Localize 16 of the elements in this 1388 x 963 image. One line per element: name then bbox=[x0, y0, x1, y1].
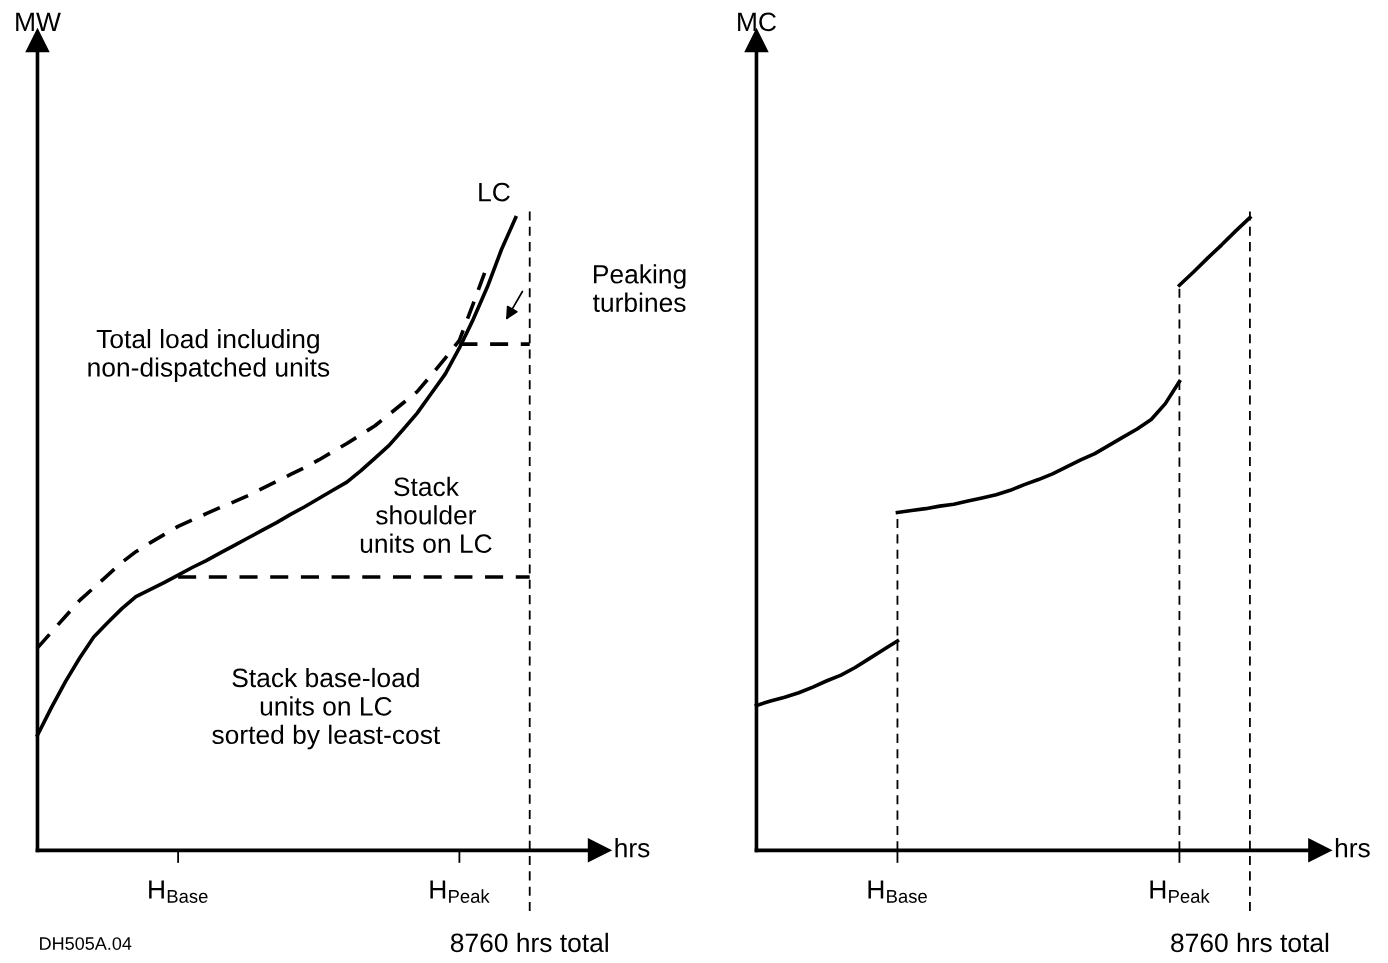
text: Peaking turbines bbox=[592, 264, 686, 312]
x-axis-title: hrs bbox=[615, 838, 650, 858]
text: 8760 hrs total bbox=[1171, 932, 1329, 953]
text: DH505A.04 bbox=[40, 937, 132, 950]
y-axis-title: MC bbox=[738, 12, 776, 32]
annotation: Stack shoulder units on LC bbox=[360, 476, 492, 553]
annotation: Total load including non-dispatched units bbox=[88, 328, 330, 382]
x-tick-label: H$_{Base}$ bbox=[868, 880, 927, 903]
text: LC bbox=[479, 182, 510, 202]
x-tick-label: H$_{Base}$ bbox=[149, 880, 208, 903]
x-axis-title: hrs bbox=[1335, 838, 1370, 858]
x-tick-label: H$_{Peak}$ bbox=[430, 880, 490, 903]
x-tick-label: H$_{Peak}$ bbox=[1150, 880, 1210, 903]
y-axis-title: MW bbox=[16, 12, 61, 31]
annotation: Stack base-load units on LC sorted by least-cost bbox=[212, 667, 441, 750]
text: 8760 hrs total bbox=[450, 932, 608, 953]
